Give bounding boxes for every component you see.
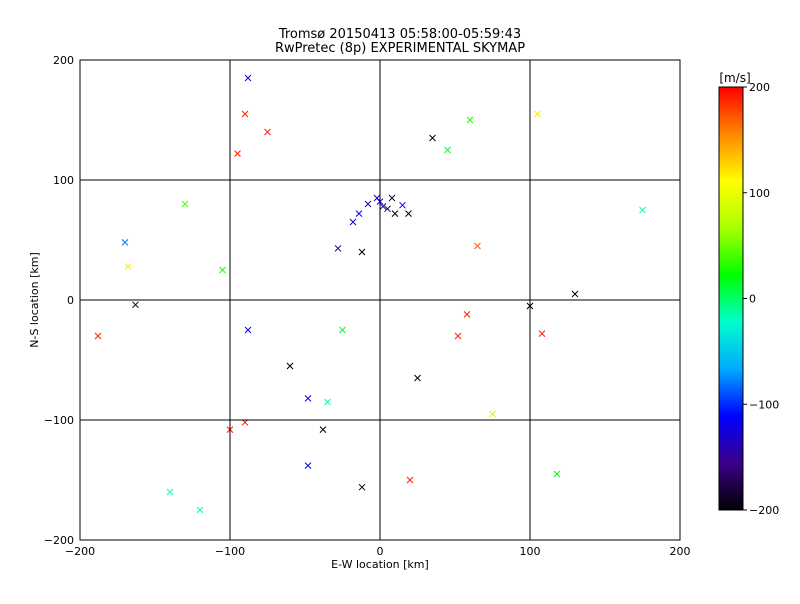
data-point — [474, 242, 481, 250]
chart-subtitle: RwPretec (8p) EXPERIMENTAL SKYMAP — [275, 41, 525, 56]
data-point — [94, 332, 102, 340]
data-point — [534, 110, 541, 118]
data-point — [355, 210, 363, 217]
colorbar — [718, 86, 744, 511]
data-point — [571, 290, 579, 298]
x-tick-label: 0 — [377, 545, 384, 558]
data-point — [444, 146, 451, 154]
x-axis-label: E-W location [km] — [331, 558, 429, 571]
data-point — [391, 210, 399, 217]
x-tick-label: 200 — [670, 545, 691, 558]
data-point — [358, 248, 366, 256]
data-point — [414, 374, 421, 382]
data-point — [388, 194, 396, 202]
data-point — [334, 245, 342, 252]
data-point — [384, 205, 391, 213]
data-point — [454, 332, 462, 340]
data-point — [244, 74, 252, 82]
colorbar-tick-label: 100 — [749, 187, 770, 200]
data-points — [94, 74, 646, 514]
data-point — [241, 110, 249, 118]
chart-title: Tromsø 20150413 05:58:00-05:59:43 — [278, 27, 521, 42]
data-point — [399, 201, 406, 209]
plot-frame — [79, 59, 681, 541]
data-point — [406, 476, 414, 484]
data-point — [349, 218, 357, 226]
data-point — [319, 426, 327, 433]
data-point — [264, 128, 271, 136]
data-point — [463, 311, 471, 318]
data-point — [124, 263, 132, 270]
data-point — [405, 210, 412, 217]
data-point — [304, 395, 312, 402]
data-point — [358, 483, 366, 491]
x-tick-label: 100 — [520, 545, 541, 558]
y-tick-label: 100 — [53, 174, 74, 187]
data-point — [196, 506, 204, 514]
data-point — [286, 362, 294, 370]
colorbar-tick-label: −100 — [749, 398, 779, 411]
data-point — [364, 200, 372, 208]
data-point — [121, 239, 129, 246]
y-tick-label: 0 — [67, 294, 74, 307]
data-point — [324, 398, 331, 406]
data-point — [466, 116, 474, 124]
data-point — [166, 488, 174, 496]
data-point — [132, 301, 139, 309]
y-tick-label: 200 — [53, 54, 74, 67]
colorbar-tick-label: −200 — [749, 504, 779, 517]
x-tick-label: −200 — [65, 545, 95, 558]
y-tick-label: −200 — [44, 534, 74, 547]
colorbar-ticks: −200 −100 0 100 200 — [743, 81, 779, 517]
data-point — [538, 330, 546, 337]
colorbar-label: [m/s] — [719, 71, 750, 85]
data-point — [639, 206, 646, 214]
axis-ticks: −200 −100 0 100 200 −200 −100 0 100 200 — [44, 54, 691, 558]
data-point — [304, 462, 312, 469]
y-tick-label: −100 — [44, 414, 74, 427]
data-point — [373, 194, 381, 202]
data-point — [219, 266, 226, 274]
colorbar-tick-label: 200 — [749, 81, 770, 94]
grid-lines — [80, 60, 680, 540]
data-point — [379, 203, 387, 210]
x-tick-label: −100 — [215, 545, 245, 558]
data-point — [553, 470, 561, 478]
data-point — [234, 150, 241, 157]
data-point — [181, 200, 189, 208]
data-point — [489, 410, 496, 418]
data-point — [429, 134, 436, 142]
colorbar-tick-label: 0 — [749, 293, 756, 306]
y-axis-label: N-S location [km] — [28, 252, 41, 348]
data-point — [244, 326, 252, 334]
data-point — [339, 326, 346, 334]
